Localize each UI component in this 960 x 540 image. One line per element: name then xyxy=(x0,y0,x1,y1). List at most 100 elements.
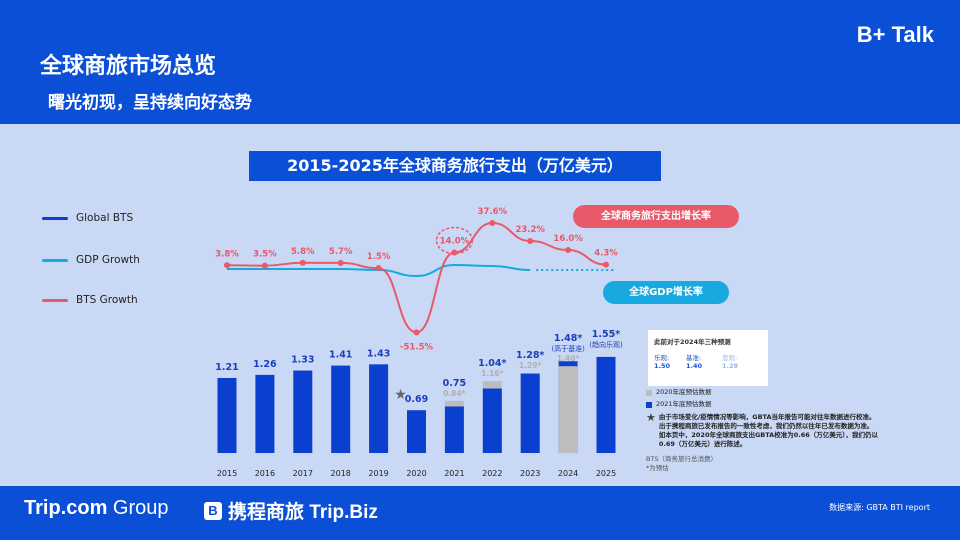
pill-gdp-growth: 全球GDP增长率 xyxy=(603,281,729,304)
bts-growth-line xyxy=(226,221,607,334)
x-tick-label-2019: 2019 xyxy=(368,469,388,478)
bar-bts-2025 xyxy=(596,356,616,453)
bar-value-label-2022: 1.04* xyxy=(478,358,506,369)
bts-growth-label-2022: 37.6% xyxy=(478,207,508,217)
bts-growth-point-2016 xyxy=(261,262,268,269)
x-tick-label-2020: 2020 xyxy=(406,469,426,478)
bts-growth-point-2020 xyxy=(413,329,420,336)
scenario-base-value: 1.40 xyxy=(686,362,703,370)
key-2020-label: 2020年底预估数据 xyxy=(656,388,712,396)
bts-growth-label-2015: 3.8% xyxy=(215,249,239,259)
bts-growth-point-2022 xyxy=(489,220,496,226)
bar-value-label-2024: 1.48* xyxy=(554,333,582,344)
bts-growth-point-2023 xyxy=(527,238,534,244)
note-line-4: 0.69（万亿美元）进行陈述。 xyxy=(658,440,747,448)
legend-label-bts: Global BTS xyxy=(76,212,134,224)
legend-label-gdp: GDP Growth xyxy=(76,254,140,266)
bar-2020-estimate-label-2023: 1.29* xyxy=(519,361,542,370)
scenario-title: 此前对于2024年三种预测 xyxy=(654,338,731,346)
bts-growth-point-2017 xyxy=(299,259,306,266)
bar-value-label-2015: 1.21 xyxy=(215,362,238,373)
bts-growth-label-2021: 14.0% xyxy=(440,237,470,247)
bts-growth-label-2020: -51.5% xyxy=(400,342,433,352)
bar-2020-estimate-label-2024: 1.40* xyxy=(557,354,580,363)
key-2021-swatch xyxy=(646,401,652,408)
content-area xyxy=(0,124,960,486)
bar-value-label-2016: 1.26 xyxy=(253,359,277,370)
x-tick-label-2018: 2018 xyxy=(331,469,351,478)
bar-bts-2019 xyxy=(369,364,389,453)
footnote-line-2: *为预估 xyxy=(646,464,669,472)
tripcom-logo-rest: Group xyxy=(107,497,169,519)
x-tick-label-2023: 2023 xyxy=(520,469,540,478)
page-title: 全球商旅市场总览 xyxy=(40,54,217,79)
legend-item-bts-growth: BTS Growth xyxy=(42,294,138,306)
bar-2024-overlay xyxy=(558,366,578,453)
bar-value-label-2021: 0.75 xyxy=(443,378,466,389)
note-line-1: 由于市场变化/疫情情况等影响，GBTA当年报告可能对往年数据进行校准。 xyxy=(658,413,876,421)
bar-value-label-2018: 1.41 xyxy=(329,350,352,361)
data-source: 数据来源: GBTA BTI report xyxy=(829,503,930,512)
legend-item-gdp: GDP Growth xyxy=(42,254,140,266)
key-2021-label: 2021年底预估数据 xyxy=(656,400,712,408)
tripcom-logo-bold: Trip.com xyxy=(24,497,108,519)
annotation-2025: (趋向乐观) xyxy=(589,340,623,349)
scenario-box: 此前对于2024年三种预测 乐观: 1.50 基准: 1.40 悲观: 1.28 xyxy=(648,330,768,386)
chart-title: 2015-2025年全球商务旅行支出（万亿美元） xyxy=(249,151,661,181)
ctrip-biz-icon: B xyxy=(204,501,222,520)
legend-swatch-bts-growth xyxy=(42,298,68,302)
bts-growth-point-2025 xyxy=(603,261,609,268)
pill-bts-growth: 全球商务旅行支出增长率 xyxy=(573,205,739,228)
bar-bts-2015 xyxy=(217,377,237,453)
bts-growth-label-2019: 1.5% xyxy=(367,252,391,262)
bts-growth-label-2023: 23.2% xyxy=(515,225,545,235)
legend-swatch-bts xyxy=(42,216,68,220)
star-icon-2020: ★ xyxy=(394,387,407,403)
bts-growth-point-2021 xyxy=(451,249,458,256)
x-tick-label-2015: 2015 xyxy=(217,469,237,478)
bts-growth-label-2025: 4.3% xyxy=(594,249,618,259)
bts-growth-point-2019 xyxy=(375,265,382,272)
page-subtitle: 曙光初现，呈持续向好态势 xyxy=(48,93,252,113)
bar-bts-2017 xyxy=(293,370,313,453)
bts-growth-label-2018: 5.7% xyxy=(329,247,353,257)
x-tick-label-2025: 2025 xyxy=(596,469,616,478)
bts-growth-point-2018 xyxy=(337,259,344,266)
bar-bts-2021 xyxy=(444,406,464,453)
star-icon: ★ xyxy=(646,411,656,424)
legend-swatch-gdp xyxy=(42,258,68,262)
footnote: BTS（商务旅行总消费） *为预估 xyxy=(646,455,936,473)
bar-value-label-2020: 0.69 xyxy=(405,394,428,405)
tripcom-group-logo: Trip.com Group xyxy=(24,497,169,520)
bar-value-label-2019: 1.43 xyxy=(367,348,390,359)
note-block: ★ 由于市场变化/疫情情况等影响，GBTA当年报告可能对往年数据进行校准。 出于… xyxy=(646,411,936,449)
bar-value-label-2023: 1.28* xyxy=(516,350,544,361)
legend-label-bts-growth: BTS Growth xyxy=(76,294,138,306)
x-tick-label-2021: 2021 xyxy=(444,469,464,478)
bts-growth-point-2015 xyxy=(224,262,230,269)
bar-bts-2020 xyxy=(407,410,426,453)
note-line-2: 出于携程商旅已发布报告的一致性考虑，我们仍然以往年已发布数据为准。 xyxy=(658,422,874,430)
highlight-circle-2021 xyxy=(435,226,474,255)
bts-growth-point-2024 xyxy=(565,247,572,253)
scenario-pessimistic-label: 悲观: xyxy=(722,354,738,362)
bar-value-label-2025: 1.55* xyxy=(592,329,620,340)
footnote-line-1: BTS（商务旅行总消费） xyxy=(646,455,718,463)
ctrip-biz-text: 携程商旅 Trip.Biz xyxy=(228,502,378,523)
bar-bts-2016 xyxy=(255,374,275,453)
bts-growth-label-2024: 16.0% xyxy=(553,234,583,244)
footer-band xyxy=(0,486,960,540)
bar-bts-2018 xyxy=(331,365,351,453)
bar-value-label-2017: 1.33 xyxy=(291,355,314,366)
x-tick-label-2016: 2016 xyxy=(255,469,275,478)
bar-2020-estimate-label-2022: 1.16* xyxy=(481,369,504,378)
note-line-3: 如本页中，2020年全球商旅支出GBTA校准为0.66（万亿美元），我们仍以 xyxy=(658,431,879,439)
x-tick-label-2017: 2017 xyxy=(293,469,313,478)
notes-panel: 2020年底预估数据 2021年底预估数据 ★ 由于市场变化/疫情情况等影响，G… xyxy=(646,388,936,473)
key-2020: 2020年底预估数据 xyxy=(646,388,936,397)
key-2020-swatch xyxy=(646,389,652,396)
scenario-optimistic-value: 1.50 xyxy=(654,362,671,370)
note-text: 由于市场变化/疫情情况等影响，GBTA当年报告可能对往年数据进行校准。 出于携程… xyxy=(659,413,878,449)
x-tick-label-2022: 2022 xyxy=(482,469,502,478)
